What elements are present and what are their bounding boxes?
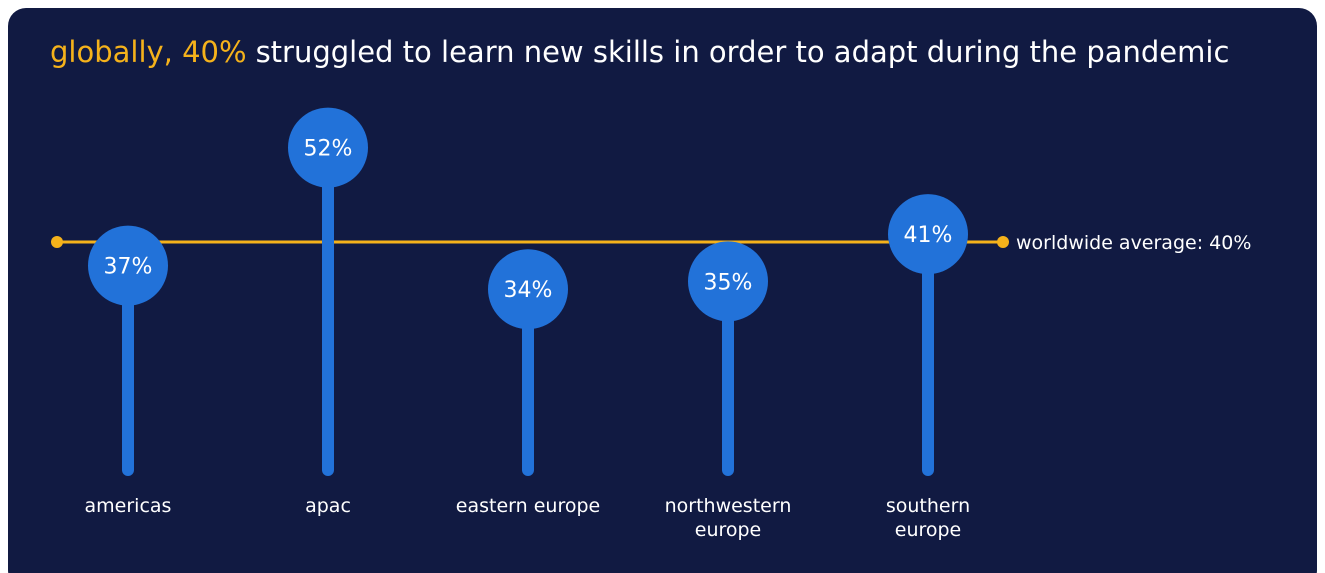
category-label: eastern europe bbox=[455, 495, 601, 517]
reference-dot bbox=[51, 236, 63, 248]
value-label: 52% bbox=[304, 137, 353, 162]
lollipop-head bbox=[88, 225, 168, 306]
value-label: 41% bbox=[904, 223, 953, 248]
reference-label: worldwide average: 40% bbox=[1016, 232, 1251, 254]
category-label: southern europe bbox=[885, 495, 971, 541]
category-label: apac bbox=[305, 495, 351, 517]
title-highlight: globally, 40% bbox=[50, 35, 247, 69]
title-text: struggled to learn new skills in order t… bbox=[256, 35, 1230, 69]
card bbox=[8, 8, 1317, 573]
category-label: northwestern europe bbox=[664, 495, 792, 541]
category-label: americas bbox=[84, 495, 172, 517]
value-label: 34% bbox=[504, 278, 553, 303]
chart-title: globally, 40% struggled to learn new skil… bbox=[50, 35, 1229, 69]
value-label: 35% bbox=[704, 270, 753, 295]
lollipop-head bbox=[288, 107, 368, 188]
lollipop-head bbox=[488, 249, 568, 330]
lollipop-head bbox=[888, 194, 968, 275]
lollipop-head bbox=[688, 241, 768, 322]
reference-dot bbox=[997, 236, 1009, 248]
value-label: 37% bbox=[104, 255, 153, 280]
